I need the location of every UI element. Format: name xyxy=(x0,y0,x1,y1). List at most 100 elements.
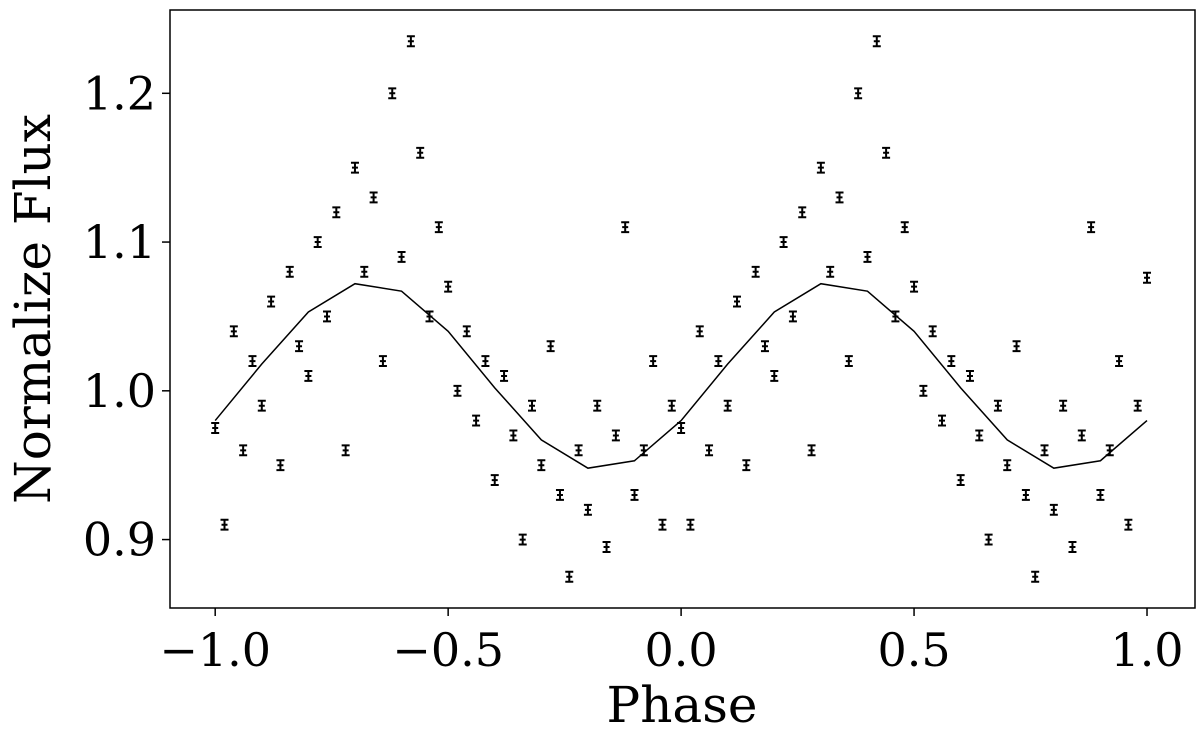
data-point xyxy=(835,191,844,204)
data-point xyxy=(537,459,546,472)
data-point xyxy=(891,310,900,323)
data-point xyxy=(816,161,825,174)
x-axis-label: Phase xyxy=(607,676,758,733)
data-point xyxy=(229,325,238,338)
data-point xyxy=(1105,444,1114,457)
data-point xyxy=(295,340,304,353)
data-point xyxy=(1012,340,1021,353)
x-tick-label: 1.0 xyxy=(1110,623,1183,677)
fit-line xyxy=(214,282,1148,469)
data-point xyxy=(1059,399,1068,412)
data-point xyxy=(677,422,686,434)
data-point xyxy=(1087,221,1096,234)
data-point xyxy=(555,488,564,501)
data-point xyxy=(667,399,676,412)
data-point xyxy=(1021,488,1030,501)
data-point xyxy=(472,414,481,427)
data-point xyxy=(639,444,648,457)
data-point xyxy=(965,369,974,382)
data-point xyxy=(369,191,378,204)
data-point xyxy=(733,295,742,308)
data-point xyxy=(323,310,332,323)
data-point xyxy=(975,429,984,442)
data-point xyxy=(239,444,248,457)
data-point xyxy=(938,414,947,427)
data-point xyxy=(500,369,509,382)
data-point xyxy=(854,87,863,100)
data-point xyxy=(611,429,620,442)
data-point xyxy=(546,340,555,353)
data-point xyxy=(1115,355,1124,368)
data-point xyxy=(993,399,1002,412)
data-point xyxy=(900,221,909,234)
data-point xyxy=(1096,488,1105,501)
data-point xyxy=(416,146,425,159)
data-point xyxy=(844,355,853,368)
data-point xyxy=(788,310,797,323)
data-point xyxy=(267,295,276,308)
data-point xyxy=(919,384,928,397)
data-point xyxy=(658,518,667,531)
data-point xyxy=(397,250,406,263)
data-point xyxy=(248,355,257,368)
data-point xyxy=(518,533,527,546)
data-point xyxy=(1068,541,1077,553)
x-tick-label: −1.0 xyxy=(159,623,271,677)
data-point xyxy=(565,570,574,583)
data-point xyxy=(360,265,369,278)
data-point xyxy=(574,444,583,457)
data-point xyxy=(686,518,695,531)
data-point xyxy=(1133,399,1142,412)
data-point xyxy=(425,310,434,323)
data-point xyxy=(285,265,294,278)
data-point xyxy=(798,206,807,219)
data-point xyxy=(593,399,602,412)
data-point xyxy=(770,369,779,382)
y-tick-label: 1.2 xyxy=(83,66,156,120)
data-point xyxy=(947,355,956,368)
data-point xyxy=(602,541,611,553)
data-point xyxy=(1049,503,1058,516)
data-point xyxy=(1031,570,1040,583)
data-point xyxy=(695,325,704,338)
data-point xyxy=(872,35,881,48)
data-point xyxy=(509,429,518,442)
data-point xyxy=(1003,459,1012,472)
data-point xyxy=(928,325,937,338)
data-point xyxy=(406,35,415,48)
data-point xyxy=(1124,518,1133,531)
data-point xyxy=(481,355,490,368)
data-point xyxy=(528,399,537,412)
data-point xyxy=(313,236,322,249)
y-tick-label: 1.0 xyxy=(83,364,156,418)
data-point xyxy=(332,206,341,219)
data-point xyxy=(984,533,993,546)
data-point xyxy=(863,250,872,263)
data-point xyxy=(751,265,760,278)
data-point xyxy=(453,384,462,397)
data-point xyxy=(341,444,350,457)
data-point xyxy=(621,221,630,234)
data-point xyxy=(910,280,919,293)
data-point xyxy=(760,340,769,353)
data-point xyxy=(304,369,313,382)
data-point xyxy=(1040,444,1049,457)
data-point xyxy=(956,474,965,487)
data-point xyxy=(378,355,387,368)
data-point xyxy=(705,444,714,457)
data-point xyxy=(444,280,453,293)
data-point xyxy=(211,422,220,434)
data-point xyxy=(388,87,397,100)
data-point xyxy=(826,265,835,278)
x-tick-label: 0.0 xyxy=(645,623,718,677)
data-point xyxy=(490,474,499,487)
y-tick-label: 0.9 xyxy=(83,513,156,567)
data-point xyxy=(882,146,891,159)
data-point xyxy=(350,161,359,174)
data-point xyxy=(583,503,592,516)
data-point xyxy=(220,518,229,531)
data-point xyxy=(257,399,266,412)
data-point xyxy=(1077,429,1086,442)
plot-frame xyxy=(169,9,1196,609)
